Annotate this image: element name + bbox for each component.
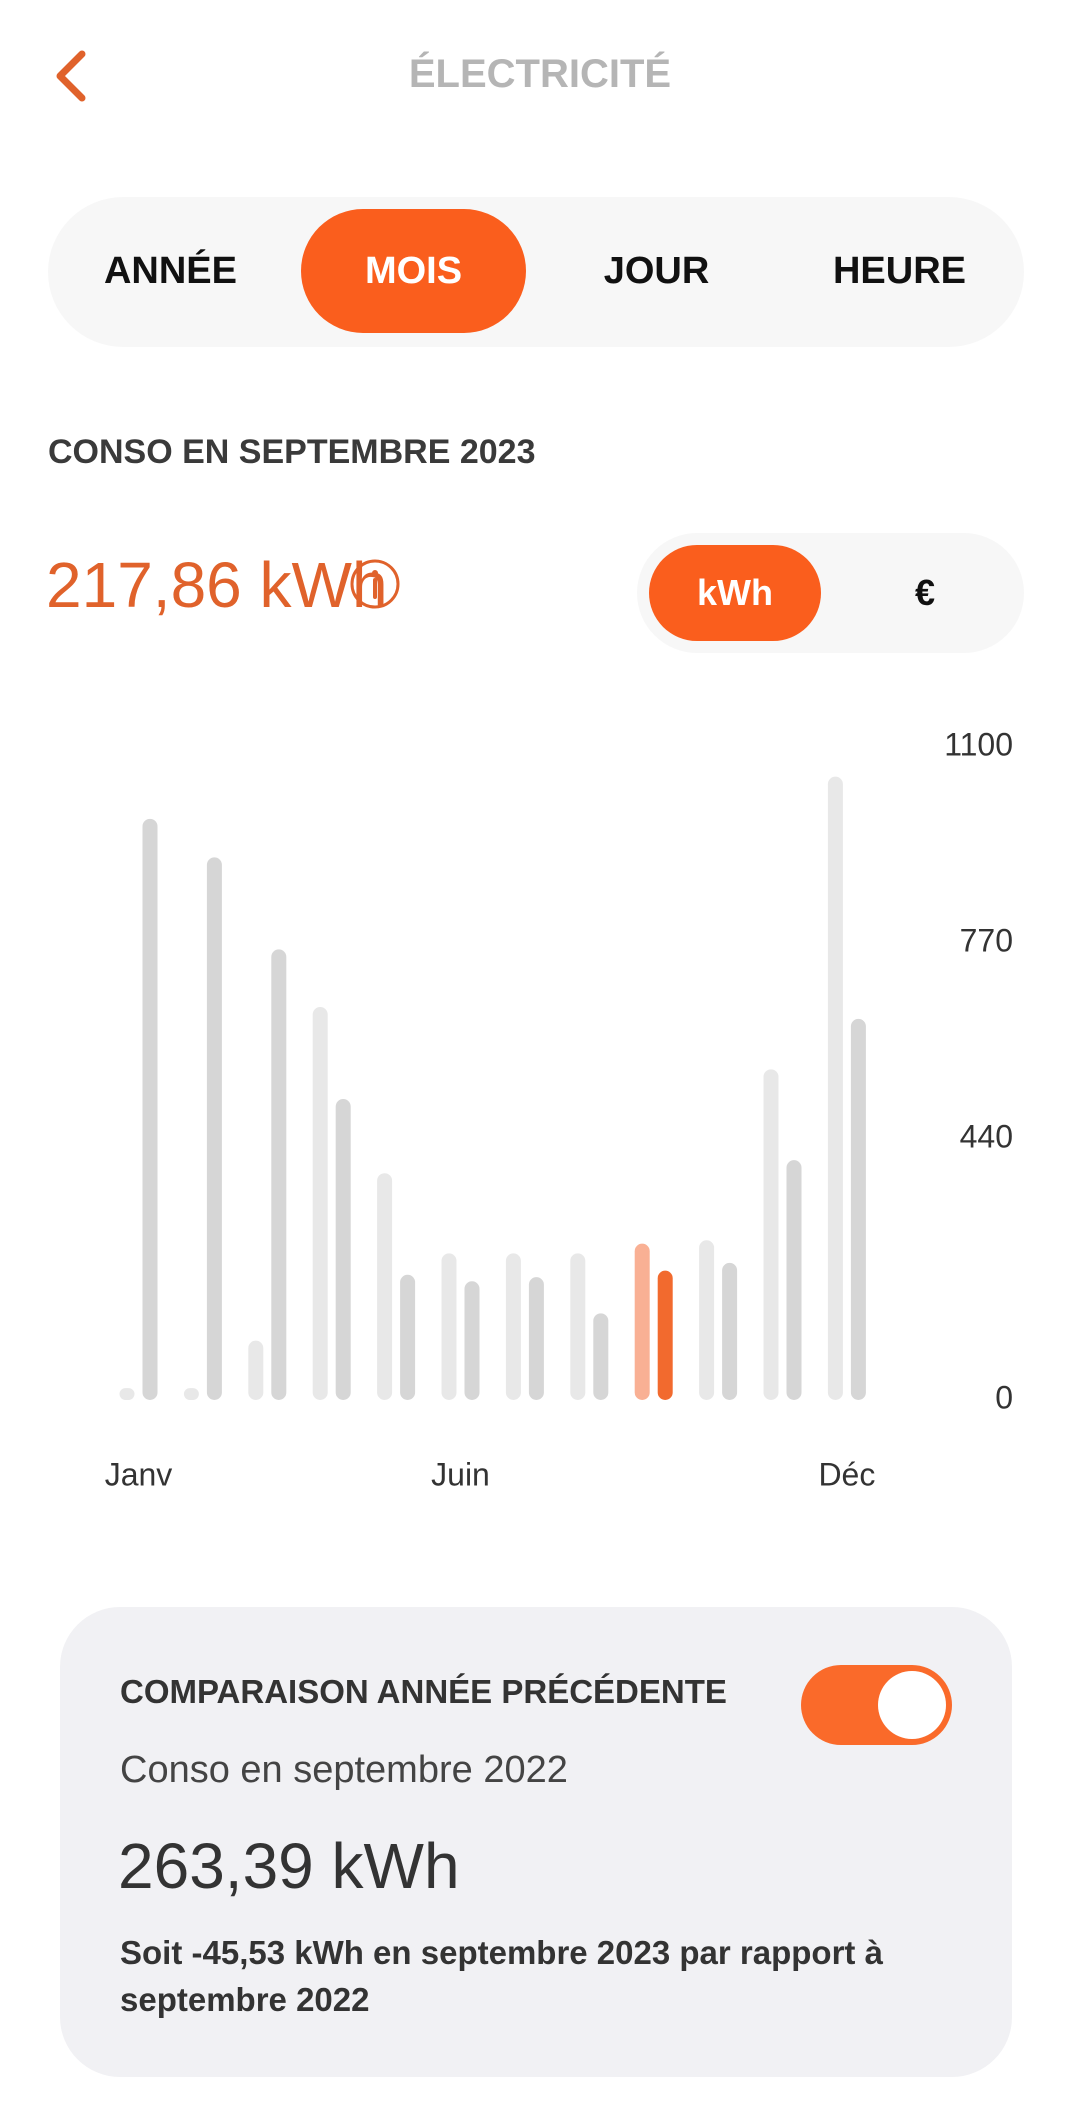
- bar: [377, 1173, 393, 1400]
- consumption-value: 217,86 kWh: [46, 549, 388, 621]
- bar: [400, 1274, 416, 1400]
- page-title: ÉLECTRICITÉ: [408, 52, 672, 96]
- info-icon[interactable]: [349, 558, 401, 610]
- unit-toggle: kWh €: [637, 533, 1024, 653]
- info-dot: [372, 570, 378, 576]
- bar: [657, 1270, 673, 1400]
- comparison-card: COMPARAISON ANNÉE PRÉCÉDENTE Conso en se…: [60, 1607, 1012, 2077]
- bar: [271, 949, 287, 1400]
- bar: [312, 1007, 328, 1400]
- comparison-label: Conso en septembre 2022: [120, 1749, 568, 1791]
- bar: [699, 1240, 715, 1400]
- tab[interactable]: ANNÉE: [103, 250, 238, 292]
- tab[interactable]: HEURE: [832, 250, 967, 292]
- bar: [786, 1160, 802, 1400]
- bar: [206, 857, 222, 1400]
- bar: [248, 1340, 264, 1400]
- tab[interactable]: MOIS: [301, 209, 526, 333]
- bar: [142, 818, 158, 1400]
- x-tick-label: Juin: [431, 1456, 490, 1492]
- x-tick-label: Déc: [818, 1456, 875, 1492]
- bar: [827, 776, 843, 1400]
- comparison-title: COMPARAISON ANNÉE PRÉCÉDENTE: [120, 1673, 727, 1710]
- comparison-value: 263,39 kWh: [118, 1830, 460, 1902]
- bar: [119, 1388, 135, 1400]
- chart: 0 440 770 1100 Janv Juin Déc: [105, 726, 1013, 1492]
- y-tick-label: 1100: [944, 726, 1013, 762]
- bar: [441, 1253, 457, 1400]
- bar: [593, 1313, 609, 1400]
- section-label: CONSO EN SEPTEMBRE 2023: [48, 433, 536, 471]
- info-circle: [350, 559, 400, 609]
- back-arrow: [56, 50, 86, 102]
- x-tick-label: Janv: [105, 1456, 173, 1492]
- bar: [183, 1388, 199, 1400]
- switch-knob: [878, 1671, 946, 1739]
- bar: [528, 1277, 544, 1400]
- bar: [335, 1099, 351, 1400]
- bar: [570, 1253, 586, 1400]
- unit-option[interactable]: kWh: [649, 545, 821, 641]
- y-tick-label: 440: [960, 1118, 1013, 1154]
- unit-option[interactable]: €: [914, 572, 936, 613]
- bar: [464, 1281, 480, 1400]
- tab[interactable]: JOUR: [603, 250, 710, 292]
- back-button[interactable]: [48, 48, 100, 104]
- y-tick-label: 770: [960, 922, 1013, 958]
- bar: [763, 1069, 779, 1400]
- bar: [850, 1018, 866, 1400]
- bar: [722, 1262, 738, 1400]
- bar: [634, 1243, 650, 1400]
- tab-bar: ANNÉE MOIS JOUR HEURE: [48, 197, 1024, 347]
- bar: [505, 1253, 521, 1400]
- y-tick-label: 0: [995, 1379, 1013, 1415]
- comparison-text: Soit -45,53 kWh en septembre 2023 par ra…: [120, 1934, 883, 2018]
- comparison-switch[interactable]: [801, 1665, 952, 1745]
